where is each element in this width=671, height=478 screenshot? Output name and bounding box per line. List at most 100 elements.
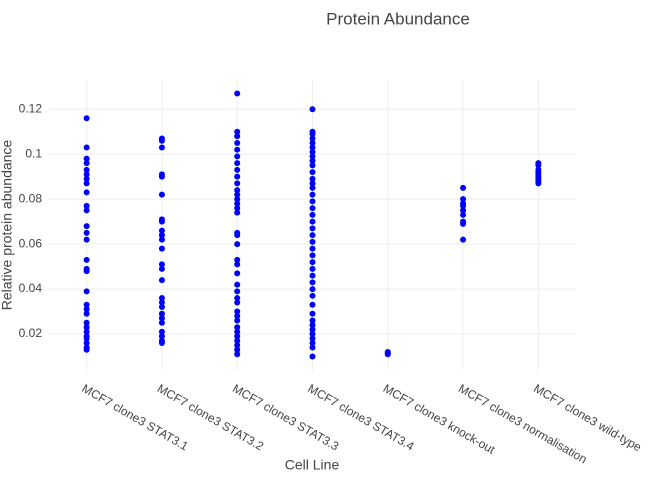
point (309, 180, 316, 187)
point (83, 346, 90, 353)
point (158, 333, 165, 340)
point (309, 218, 316, 225)
point (83, 256, 90, 263)
point (309, 144, 316, 151)
point (158, 265, 165, 272)
point (83, 236, 90, 243)
point (309, 238, 316, 245)
point (309, 252, 316, 259)
point (83, 319, 90, 326)
point (309, 335, 316, 342)
point (234, 328, 241, 335)
point (83, 310, 90, 317)
point (158, 295, 165, 302)
point (158, 299, 165, 306)
point (234, 324, 241, 331)
point (158, 191, 165, 198)
chart-title: Protein Abundance (326, 9, 470, 28)
point (83, 328, 90, 335)
y-tick-label: 0.12 (19, 101, 43, 115)
point (309, 301, 316, 308)
point (234, 153, 241, 160)
y-tick-label: 0.06 (19, 236, 43, 250)
point (309, 353, 316, 360)
point (158, 245, 165, 252)
point (83, 189, 90, 196)
point (234, 205, 241, 212)
point (309, 310, 316, 317)
point (83, 288, 90, 295)
point (234, 295, 241, 302)
point (83, 306, 90, 313)
point (83, 144, 90, 151)
point (234, 281, 241, 288)
point (309, 184, 316, 191)
point (535, 180, 542, 187)
point (83, 171, 90, 178)
point (83, 268, 90, 275)
point (158, 340, 165, 347)
point (83, 180, 90, 187)
point (234, 346, 241, 353)
point (309, 326, 316, 333)
point (158, 328, 165, 335)
point (309, 344, 316, 351)
point (384, 351, 391, 358)
point (309, 259, 316, 266)
point (158, 137, 165, 144)
point (234, 333, 241, 340)
point (309, 148, 316, 155)
point (234, 308, 241, 315)
point (460, 207, 467, 214)
point (158, 277, 165, 284)
point (158, 232, 165, 239)
point (309, 175, 316, 182)
point (234, 270, 241, 277)
point (234, 337, 241, 344)
point (535, 162, 542, 169)
point (83, 115, 90, 122)
point (83, 160, 90, 167)
point (234, 288, 241, 295)
point (309, 272, 316, 279)
point (234, 232, 241, 239)
point (158, 319, 165, 326)
point (83, 223, 90, 230)
y-tick-label: 0.1 (25, 146, 42, 160)
point (460, 211, 467, 218)
point (234, 241, 241, 248)
point (83, 175, 90, 182)
point (234, 90, 241, 97)
point (234, 128, 241, 135)
point (83, 202, 90, 209)
point (234, 160, 241, 167)
point (309, 191, 316, 198)
y-tick-label: 0.04 (19, 281, 43, 295)
point (234, 180, 241, 187)
point (234, 256, 241, 263)
point (234, 146, 241, 153)
y-tick-label: 0.08 (19, 191, 43, 205)
point (234, 133, 241, 140)
point (83, 335, 90, 342)
point (234, 200, 241, 207)
x-axis-title: Cell Line (285, 457, 340, 473)
point (158, 261, 165, 268)
point (234, 342, 241, 349)
point (309, 286, 316, 293)
point (234, 261, 241, 268)
point (234, 351, 241, 358)
y-axis-title: Relative protein abundance (0, 140, 15, 311)
point (234, 187, 241, 194)
point (460, 202, 467, 209)
point (158, 218, 165, 225)
point (309, 198, 316, 205)
point (234, 196, 241, 203)
point (158, 315, 165, 322)
point (309, 265, 316, 272)
point (309, 157, 316, 164)
point (460, 184, 467, 191)
point (158, 144, 165, 151)
point (309, 106, 316, 113)
